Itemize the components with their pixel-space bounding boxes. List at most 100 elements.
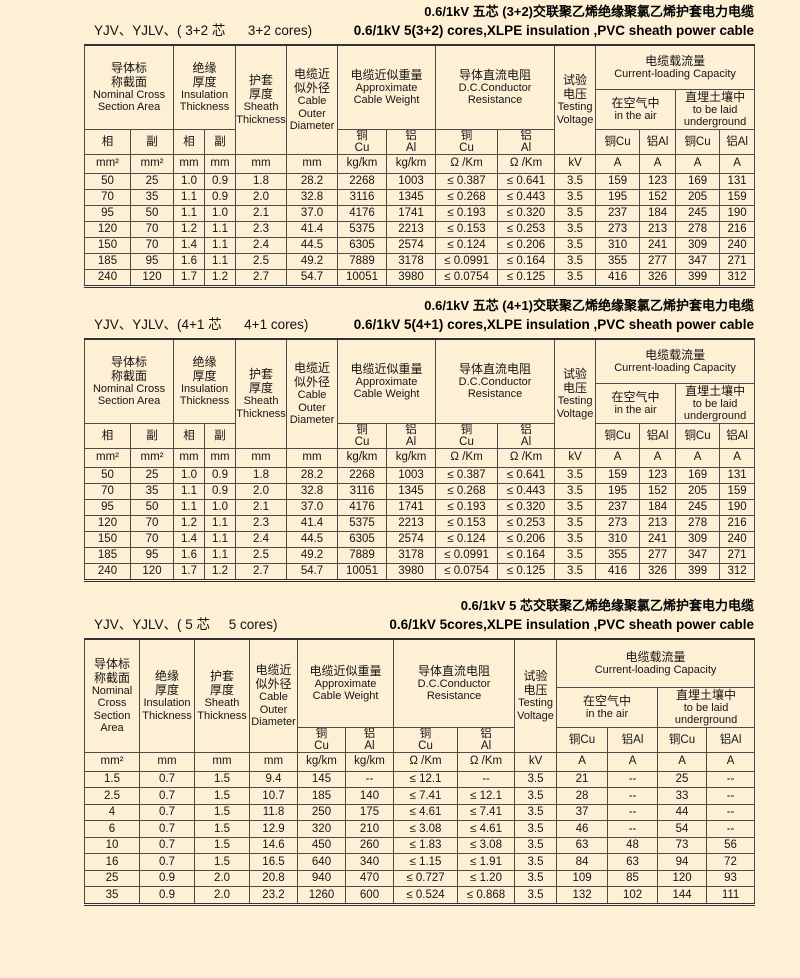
table-cell: ≤ 3.08 <box>393 820 459 838</box>
table-cell: 3178 <box>386 546 437 564</box>
table-cell: ≤ 0.153 <box>435 220 499 238</box>
header-cn-text: 电缆近似重量 <box>309 663 382 678</box>
table-cell: 355 <box>595 546 641 564</box>
subheader-aux: 副 <box>204 422 237 449</box>
table-cell: 21 <box>556 770 609 788</box>
section-titles: 0.6/1kV 五芯 (3+2)交联聚乙烯绝缘聚氯乙烯护套电力电缆 0.6/1k… <box>84 2 754 40</box>
table-cell: 416 <box>595 268 641 287</box>
header-resistance: 导体直流电阻 D.C.Conductor Resistance <box>435 338 556 424</box>
section-4plus1: 0.6/1kV 五芯 (4+1)交联聚乙烯绝缘聚氯乙烯护套电力电缆 0.6/1k… <box>83 296 756 582</box>
unit-cell: mm² <box>129 153 175 174</box>
table-cell: 1.7 <box>173 268 206 287</box>
table-cell: 1.4 <box>173 530 206 548</box>
table-cell: 3.5 <box>554 204 597 222</box>
table-cell: 70 <box>129 530 175 548</box>
table-cell: 54.7 <box>286 562 339 581</box>
table-cell: 111 <box>706 886 756 905</box>
table-cell: ≤ 0.387 <box>435 172 499 190</box>
table-cell: 35 <box>129 482 175 500</box>
header-insulation: 绝缘 厚度 Insulation Thickness <box>173 44 237 130</box>
unit-cell: A <box>719 153 756 174</box>
units-row: mm² mm² mm mm mm mm kg/km kg/km Ω /Km Ω /Km kV A A A A <box>84 447 756 468</box>
table-cell: 10.7 <box>249 787 298 805</box>
table-cell: 245 <box>675 204 721 222</box>
table-cell: 260 <box>344 836 395 854</box>
table-cell: 347 <box>675 252 721 270</box>
unit-cell: Ω /Km <box>457 751 516 772</box>
section-title-en: 0.6/1kV 5(3+2) cores,XLPE insulation ,PV… <box>353 23 754 38</box>
table-row: 95 50 1.1 1.0 2.1 37.0 4176 1741 ≤ 0.193 ≤ 0.320 3… <box>84 204 756 222</box>
table-cell: 1003 <box>386 172 437 190</box>
table-cell: 2.3 <box>235 220 288 238</box>
table-cell: 1.1 <box>204 546 237 564</box>
table-cell: 0.7 <box>139 836 195 854</box>
table-cell: 49.2 <box>286 546 339 564</box>
table-cell: ≤ 1.91 <box>457 853 516 871</box>
table-cell: 159 <box>719 188 756 206</box>
table-cell: 240 <box>84 268 131 287</box>
table-cell: 210 <box>344 820 395 838</box>
unit-cell: kg/km <box>344 751 395 772</box>
table-cell: 1.2 <box>173 514 206 532</box>
table-cell: 245 <box>675 498 721 516</box>
table-row: 185 95 1.6 1.1 2.5 49.2 7889 3178 ≤ 0.0991 ≤ 0.16… <box>84 546 756 564</box>
table-cell: 1.0 <box>204 498 237 516</box>
table-cell: 3980 <box>386 268 437 287</box>
table-cell: 399 <box>675 562 721 581</box>
table-cell: 7889 <box>337 252 388 270</box>
table-cell: 0.9 <box>139 886 195 905</box>
table-cell: 0.7 <box>139 787 195 805</box>
table-cell: ≤ 0.443 <box>497 188 556 206</box>
subheader-al: 铝 Al <box>497 422 556 449</box>
table-cell: 1.1 <box>173 204 206 222</box>
unit-cell: kg/km <box>386 447 437 468</box>
table-cell: 50 <box>129 204 175 222</box>
table-cell: 240 <box>719 236 756 254</box>
header-cn-text: 电缆载流量 <box>625 650 686 664</box>
table-row: 4 0.7 1.5 11.8 250 175 ≤ 4.61 ≤ 7.41 3.5 37 -- 44 -- <box>84 803 756 821</box>
header-resistance: 导体直流电阻 D.C.Conductor Resistance <box>435 44 556 130</box>
table-cell: ≤ 0.320 <box>497 204 556 222</box>
header-en-text: D.C.Conductor Resistance <box>458 81 532 107</box>
table-cell: 340 <box>344 853 395 871</box>
table-cell: ≤ 7.41 <box>393 787 459 805</box>
header-en-text: Insulation Thickness <box>142 697 192 722</box>
header-cn-text: 试验 电压 <box>563 367 588 396</box>
table-body: 50 25 1.0 0.9 1.8 28.2 2268 1003 ≤ 0.387 ≤ 0.641 3… <box>84 172 756 287</box>
table-cell: -- <box>706 770 756 788</box>
table-cell: 120 <box>84 514 131 532</box>
table-cell: 1.0 <box>173 466 206 484</box>
table-cell: ≤ 12.1 <box>457 787 516 805</box>
header-cn-text: 电缆近似重量 <box>350 361 423 376</box>
table-cell: 184 <box>639 204 677 222</box>
table-cell: -- <box>607 787 659 805</box>
table-cell: 95 <box>129 546 175 564</box>
table-row: 2.5 0.7 1.5 10.7 185 140 ≤ 7.41 ≤ 12.1 3.5 28 -- 33… <box>84 787 756 805</box>
table-cell: 1.2 <box>173 220 206 238</box>
table-cell: 28.2 <box>286 172 339 190</box>
subheader-aux: 副 <box>129 128 175 155</box>
header-capacity-underground: 直埋土壤中 to be laid underground <box>675 382 756 424</box>
table-cell: 3.5 <box>554 172 597 190</box>
table-cell: 3.5 <box>514 820 558 838</box>
table-cell: 1.5 <box>84 770 140 788</box>
table-cell: 131 <box>719 172 756 190</box>
header-capacity-underground: 直埋土壤中 to be laid underground <box>675 88 756 130</box>
table-cell: 190 <box>719 204 756 222</box>
subheader-cu: 铜 Cu <box>435 422 499 449</box>
header-cn-text: 绝缘 厚度 <box>192 354 217 383</box>
table-cell: ≤ 0.727 <box>393 869 459 887</box>
table-row: 16 0.7 1.5 16.5 640 340 ≤ 1.15 ≤ 1.91 3.5 84 63 94 7… <box>84 853 756 871</box>
unit-cell: Ω /Km <box>497 447 556 468</box>
table-cell: ≤ 0.253 <box>497 514 556 532</box>
unit-cell: A <box>675 153 721 174</box>
header-insulation: 绝缘 厚度 Insulation Thickness <box>139 638 195 753</box>
table-cell: 3.5 <box>514 869 558 887</box>
table-cell: 2.5 <box>235 252 288 270</box>
model-label: YJV、YJLV、( 3+2 芯 3+2 cores) <box>94 23 313 38</box>
table-cell: -- <box>457 770 516 788</box>
table-cell: 0.7 <box>139 803 195 821</box>
subheader-cu: 铜Cu <box>595 128 641 155</box>
header-cn-text: 在空气中 <box>583 693 632 708</box>
header-sheath: 护套 厚度 Sheath Thickness <box>194 638 250 753</box>
